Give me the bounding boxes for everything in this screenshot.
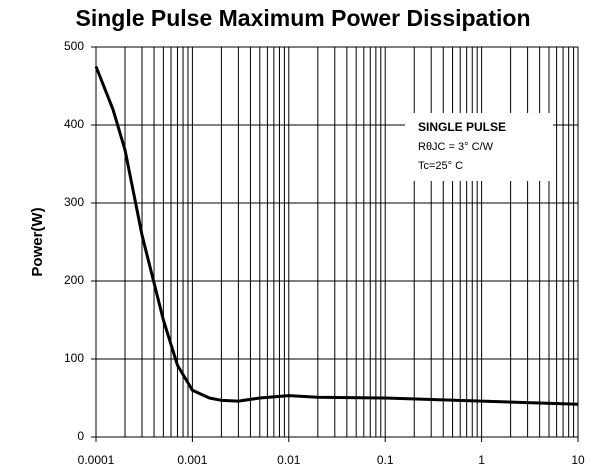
- power-curve: [94, 65, 579, 406]
- x-tick-label: 0.001: [177, 453, 207, 467]
- x-tick-label: 0.1: [377, 453, 394, 467]
- x-tick-label: 1: [478, 453, 485, 467]
- annotation-text: Tc=25° C: [418, 160, 463, 172]
- annotation-text: RθJC = 3° C/W: [418, 141, 494, 153]
- plot-frame: [95, 46, 579, 438]
- y-tick-label: 0: [77, 429, 84, 443]
- annotation-text: SINGLE PULSE: [418, 120, 506, 134]
- chart-title: Single Pulse Maximum Power Dissipation: [75, 5, 530, 31]
- y-tick-label: 200: [64, 273, 84, 287]
- x-tick-label: 0.0001: [78, 453, 115, 467]
- y-tick-label: 100: [64, 351, 84, 365]
- x-tick-label: 10: [571, 453, 585, 467]
- y-tick-label: 400: [64, 117, 84, 131]
- x-tick-label: 0.01: [277, 453, 301, 467]
- annotation-box: [405, 113, 553, 181]
- y-tick-label: 300: [64, 195, 84, 209]
- y-tick-label: 500: [64, 39, 84, 53]
- y-axis-label: Power(W): [29, 207, 46, 276]
